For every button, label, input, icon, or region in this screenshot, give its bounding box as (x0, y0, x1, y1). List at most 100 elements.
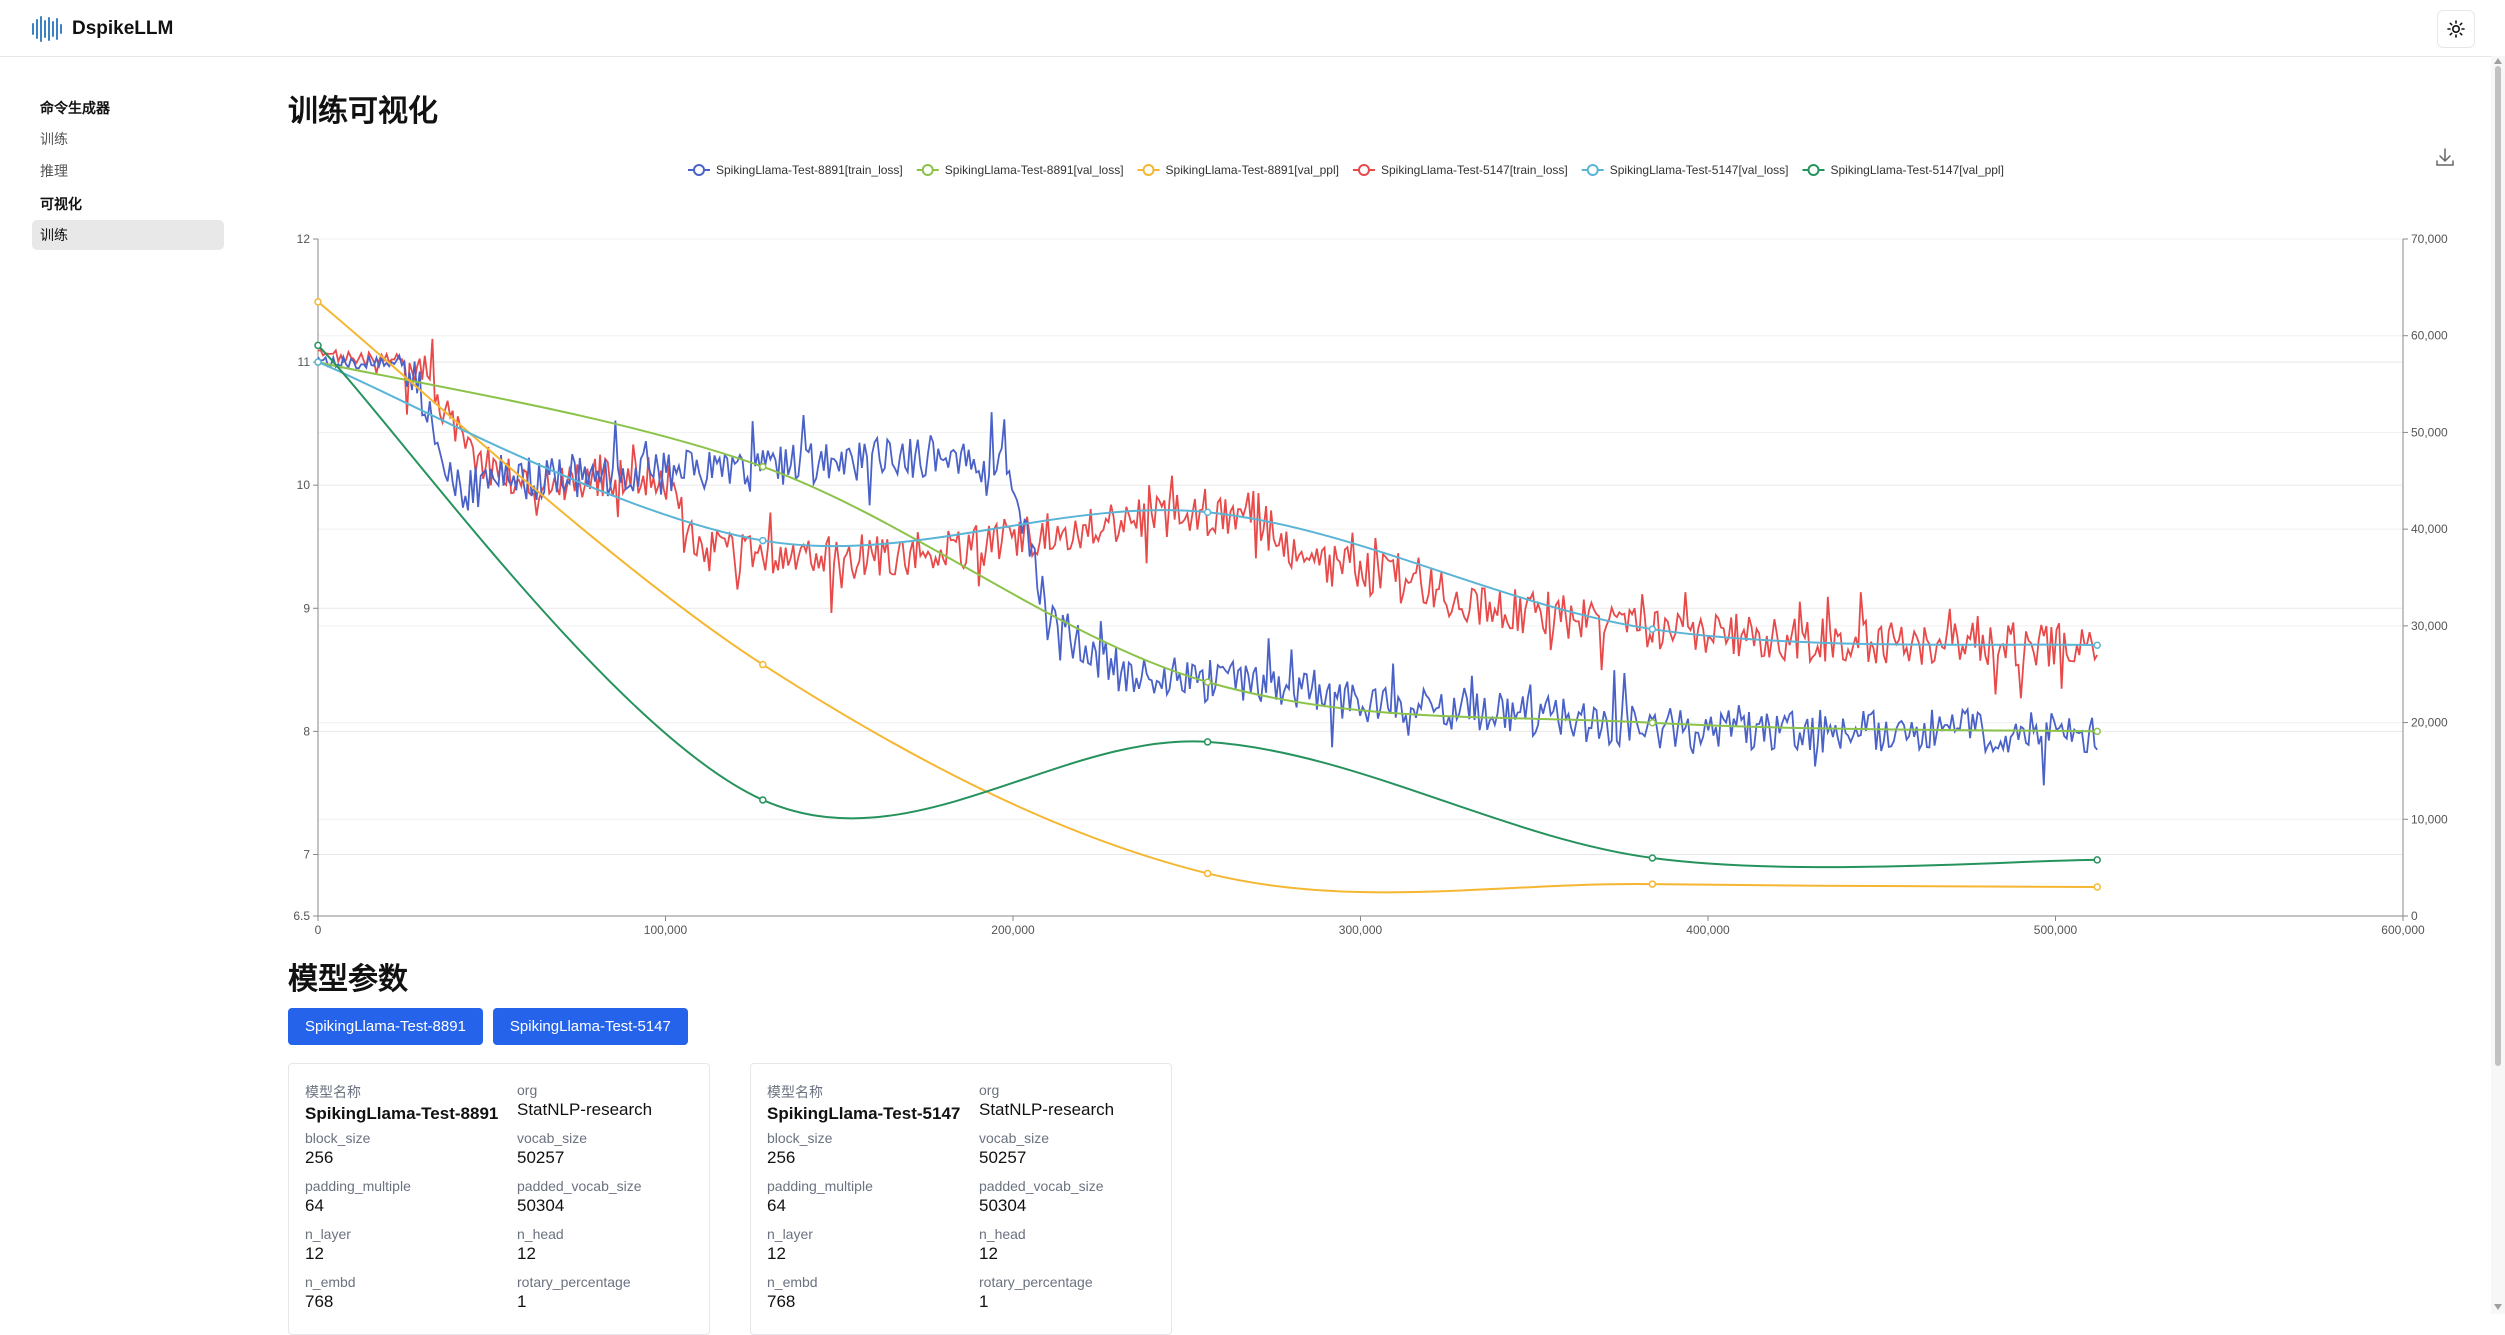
param-key: n_layer (767, 1226, 813, 1242)
x-tick-label: 400,000 (1686, 923, 1730, 937)
data-point-2 (1648, 880, 1657, 888)
param-key: rotary_percentage (979, 1274, 1093, 1290)
sidebar-group-visualization: 可视化 (40, 197, 82, 213)
y-left-tick-label: 8 (303, 724, 310, 738)
x-tick-label: 600,000 (2381, 923, 2425, 937)
data-point-2 (2093, 883, 2101, 891)
series-line-8891-train-loss (317, 353, 2098, 786)
param-block-size: block_size 256 (767, 1130, 967, 1168)
y-right-tick-label: 50,000 (2411, 425, 2448, 439)
param-value: 12 (517, 1244, 536, 1263)
param-value: SpikingLlama-Test-8891 (305, 1104, 499, 1123)
param-key: 模型名称 (305, 1084, 361, 1100)
series-line-5 (317, 344, 2098, 869)
data-point-1 (1648, 718, 1657, 727)
param-value: StatNLP-research (517, 1100, 653, 1119)
param-value: 1 (979, 1292, 989, 1311)
x-tick-label: 100,000 (644, 923, 688, 937)
y-left-tick-label: 11 (298, 355, 311, 369)
param-vocab-size: vocab_size 50257 (517, 1130, 717, 1168)
param-n-embd: n_embd 768 (305, 1274, 505, 1312)
y-left-tick-label: 6.5 (293, 909, 310, 923)
param-value: StatNLP-research (979, 1100, 1115, 1119)
param-block-size: block_size 256 (305, 1130, 505, 1168)
legend-marker (1357, 164, 1370, 176)
y-left-tick-label: 12 (297, 232, 311, 246)
param-rotary-percentage: rotary_percentage 1 (517, 1274, 717, 1312)
param-key: vocab_size (517, 1130, 588, 1146)
training-chart: 6.5 7 8 9 10 11 12 0 10,000 20,000 30,000 40,000 50,… (293, 163, 2448, 937)
model-tab-5147[interactable]: SpikingLlama-Test-5147 (492, 1008, 688, 1045)
data-point-1 (1203, 678, 1212, 686)
scrollbar-thumb[interactable] (2495, 66, 2501, 1066)
param-n-embd: n_embd 768 (767, 1274, 967, 1312)
param-padded-vocab-size: padded_vocab_size 50304 (979, 1178, 1179, 1216)
y-left-tick-label: 7 (303, 847, 310, 861)
sidebar: 命令生成器 训练 推理 可视化 训练 (32, 90, 224, 252)
y-right-tick-label: 70,000 (2411, 232, 2448, 246)
param-org: org StatNLP-research (979, 1082, 1179, 1120)
legend-label: SpikingLlama-Test-8891[val_loss] (945, 163, 1124, 177)
param-key: block_size (305, 1130, 371, 1146)
data-point-5 (314, 341, 322, 350)
param-key: n_head (517, 1226, 564, 1242)
param-rotary-percentage: rotary_percentage 1 (979, 1274, 1179, 1312)
app-name: DspikeLLM (72, 18, 174, 39)
theme-toggle-button[interactable] (2437, 10, 2475, 48)
param-key: padding_multiple (767, 1178, 873, 1194)
param-key: padding_multiple (305, 1178, 411, 1194)
param-key: org (979, 1082, 1000, 1098)
param-org: org StatNLP-research (517, 1082, 717, 1120)
legend-label: SpikingLlama-Test-5147[val_loss] (1610, 163, 1789, 177)
series-line-1 (317, 361, 2098, 733)
param-key: org (517, 1082, 538, 1098)
brand[interactable]: DspikeLLM (30, 14, 173, 44)
param-key: padded_vocab_size (979, 1178, 1104, 1194)
page-scrollbar[interactable] (2491, 56, 2505, 1314)
param-value: 12 (767, 1244, 786, 1263)
param-value: 256 (767, 1148, 796, 1167)
scroll-down-arrow-icon[interactable] (2494, 1304, 2502, 1310)
param-value: 12 (305, 1244, 324, 1263)
param-value: 256 (305, 1148, 334, 1167)
model-card-5147: 模型名称 SpikingLlama-Test-5147 org StatNLP-res… (750, 1063, 1172, 1335)
x-tick-label: 200,000 (991, 923, 1035, 937)
model-tab-8891[interactable]: SpikingLlama-Test-8891 (288, 1008, 483, 1045)
param-key: n_embd (305, 1274, 356, 1290)
data-point-5 (759, 796, 767, 804)
model-tabs: SpikingLlama-Test-8891 SpikingLlama-Test… (288, 1008, 688, 1045)
y-right-tick-label: 30,000 (2411, 619, 2448, 633)
sun-icon (2447, 20, 2465, 38)
data-point-1 (2093, 727, 2101, 736)
legend-marker (1586, 164, 1599, 176)
legend-label: SpikingLlama-Test-5147[train_loss] (1381, 163, 1568, 177)
sidebar-item-train[interactable]: 训练 (40, 132, 68, 148)
sidebar-item-inference[interactable]: 推理 (40, 164, 68, 180)
param-value: 12 (979, 1244, 998, 1263)
page-title: 训练可视化 (288, 94, 438, 129)
legend-marker (1142, 164, 1155, 176)
x-tick-label: 300,000 (1339, 923, 1383, 937)
param-padding-multiple: padding_multiple 64 (767, 1178, 967, 1216)
download-icon[interactable] (2434, 146, 2456, 168)
legend-label: SpikingLlama-Test-8891[val_ppl] (1166, 163, 1339, 177)
param-key: rotary_percentage (517, 1274, 631, 1290)
y-left-tick-label: 10 (297, 478, 311, 492)
data-point-4 (1203, 508, 1212, 517)
data-point-5 (1203, 738, 1212, 746)
param-value: 50304 (979, 1196, 1027, 1215)
y-right-tick-label: 60,000 (2411, 329, 2448, 343)
sidebar-item-train-visualization[interactable]: 训练 (32, 220, 224, 250)
data-point-5 (2093, 856, 2101, 864)
x-tick-label: 0 (315, 923, 322, 937)
series-line-2 (317, 301, 2098, 894)
param-模型名称: 模型名称 SpikingLlama-Test-8891 (305, 1082, 505, 1124)
legend-label: SpikingLlama-Test-5147[val_ppl] (1831, 163, 2004, 177)
model-params-title: 模型参数 (288, 962, 408, 997)
param-padded-vocab-size: padded_vocab_size 50304 (517, 1178, 717, 1216)
data-point-4 (759, 536, 767, 545)
param-key: n_embd (767, 1274, 818, 1290)
x-tick-label: 500,000 (2034, 923, 2078, 937)
param-key: n_layer (305, 1226, 351, 1242)
scroll-up-arrow-icon[interactable] (2494, 58, 2502, 64)
